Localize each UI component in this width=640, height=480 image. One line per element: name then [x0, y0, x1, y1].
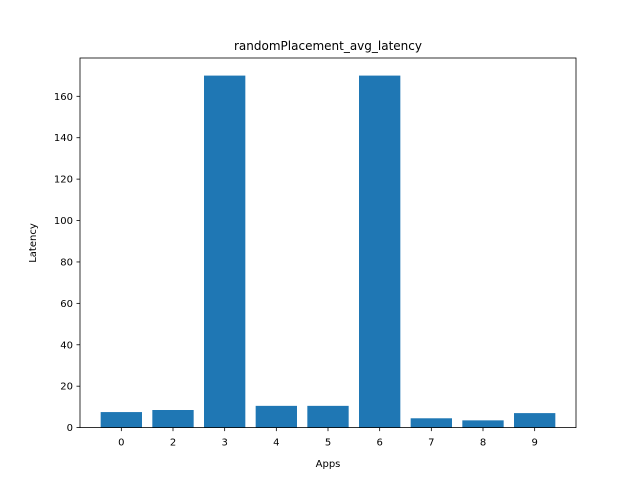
y-tick-label: 20	[60, 382, 73, 393]
y-tick-label: 100	[54, 216, 73, 227]
plot-frame	[79, 57, 577, 429]
y-tick-label: 160	[54, 92, 73, 103]
bar-4	[255, 405, 297, 428]
x-axis-ticks: 0 2 3 4 5 6 7 8 9	[118, 427, 538, 449]
bar-3	[204, 75, 246, 428]
x-tick-label: 4	[273, 438, 279, 449]
x-tick-label: 2	[170, 438, 176, 449]
x-tick-label: 5	[325, 438, 331, 449]
bar-8	[462, 420, 504, 428]
x-tick-label: 8	[480, 438, 486, 449]
y-axis-ticks: 0 20 40 60 80 100 120 140 160	[54, 92, 80, 434]
y-tick-label: 140	[54, 133, 73, 144]
bar-6	[359, 75, 401, 428]
y-tick-label: 80	[60, 257, 73, 268]
bar-2	[152, 410, 194, 428]
bar-9	[514, 413, 556, 428]
y-tick-label: 120	[54, 175, 73, 186]
bar-5	[307, 405, 349, 428]
y-axis-label: Latency	[28, 223, 39, 263]
x-tick-label: 0	[118, 438, 124, 449]
x-tick-label: 3	[221, 438, 227, 449]
x-tick-label: 9	[531, 438, 537, 449]
x-axis-label: Apps	[316, 459, 341, 470]
y-tick-label: 0	[67, 423, 73, 434]
chart-title: randomPlacement_avg_latency	[234, 39, 422, 53]
y-tick-label: 60	[60, 299, 73, 310]
bar-7	[410, 418, 452, 428]
bar-0	[100, 412, 142, 428]
x-tick-label: 7	[428, 438, 434, 449]
bars-group	[100, 75, 556, 428]
y-tick-label: 40	[60, 340, 73, 351]
x-tick-label: 6	[376, 438, 382, 449]
